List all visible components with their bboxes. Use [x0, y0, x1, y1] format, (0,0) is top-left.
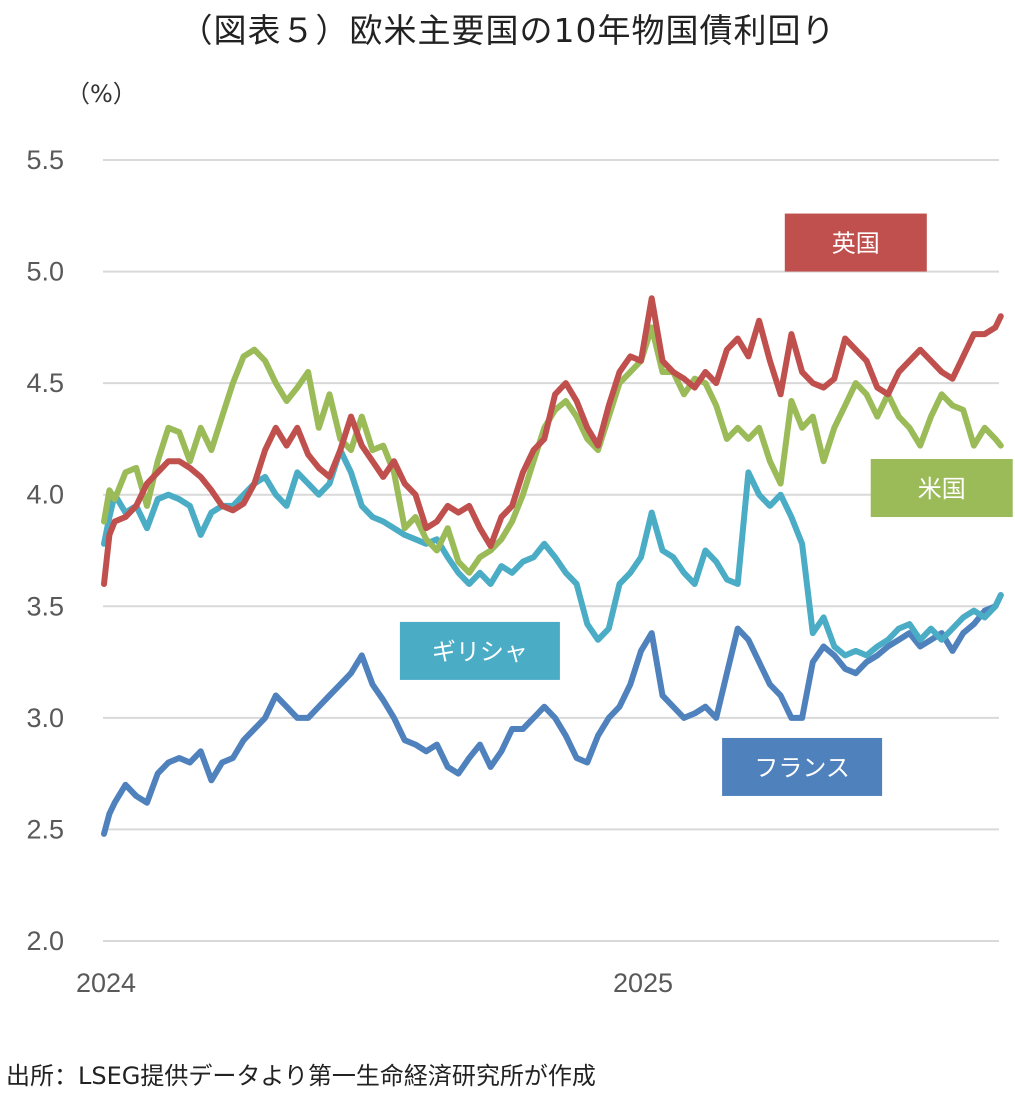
- y-tick-label: 3.5: [26, 591, 64, 621]
- series-lines: [101, 295, 1004, 837]
- series-label-3: フランス: [722, 737, 883, 796]
- series-label-0: 英国: [784, 213, 927, 272]
- x-axis-ticks: 2024 2025: [76, 968, 673, 998]
- y-tick-label: 3.0: [26, 703, 64, 733]
- y-axis-unit-label: （%）: [66, 80, 137, 108]
- x-tick-label: 2024: [76, 968, 136, 998]
- series-label-box: [399, 621, 560, 680]
- series-line-0: [101, 295, 1004, 587]
- x-tick-label: 2025: [613, 968, 673, 998]
- y-tick-label: 5.5: [26, 145, 64, 175]
- series-label-text: 英国: [832, 230, 880, 258]
- y-tick-label: 5.0: [26, 257, 64, 287]
- y-axis-ticks: 5.5 5.0 4.5 4.0 3.5 3.0 2.5 2.0: [26, 145, 64, 956]
- series-label-text: 米国: [918, 475, 966, 503]
- series-label-text: ギリシャ: [432, 638, 528, 666]
- series-label-2: ギリシャ: [399, 621, 560, 680]
- y-tick-label: 4.5: [26, 368, 64, 398]
- series-line-3: [101, 592, 1004, 837]
- series-label-box: [870, 459, 1013, 518]
- series-label-1: 米国: [870, 459, 1013, 518]
- source-note: 出所：LSEG提供データより第一生命経済研究所が作成: [6, 1062, 596, 1090]
- line-chart: 5.5 5.0 4.5 4.0 3.5 3.0 2.5 2.0 2024 2025 英国米国ギリ…: [26, 145, 1013, 998]
- series-line-2: [101, 447, 1004, 659]
- gridlines: [103, 159, 999, 942]
- y-tick-label: 2.0: [26, 926, 64, 956]
- y-tick-label: 4.0: [26, 480, 64, 510]
- series-label-text: フランス: [754, 754, 850, 782]
- y-tick-label: 2.5: [26, 814, 64, 844]
- chart-title: （図表５）欧米主要国の10年物国債利回り: [179, 11, 836, 50]
- series-label-box: [784, 213, 927, 272]
- series-label-box: [722, 737, 883, 796]
